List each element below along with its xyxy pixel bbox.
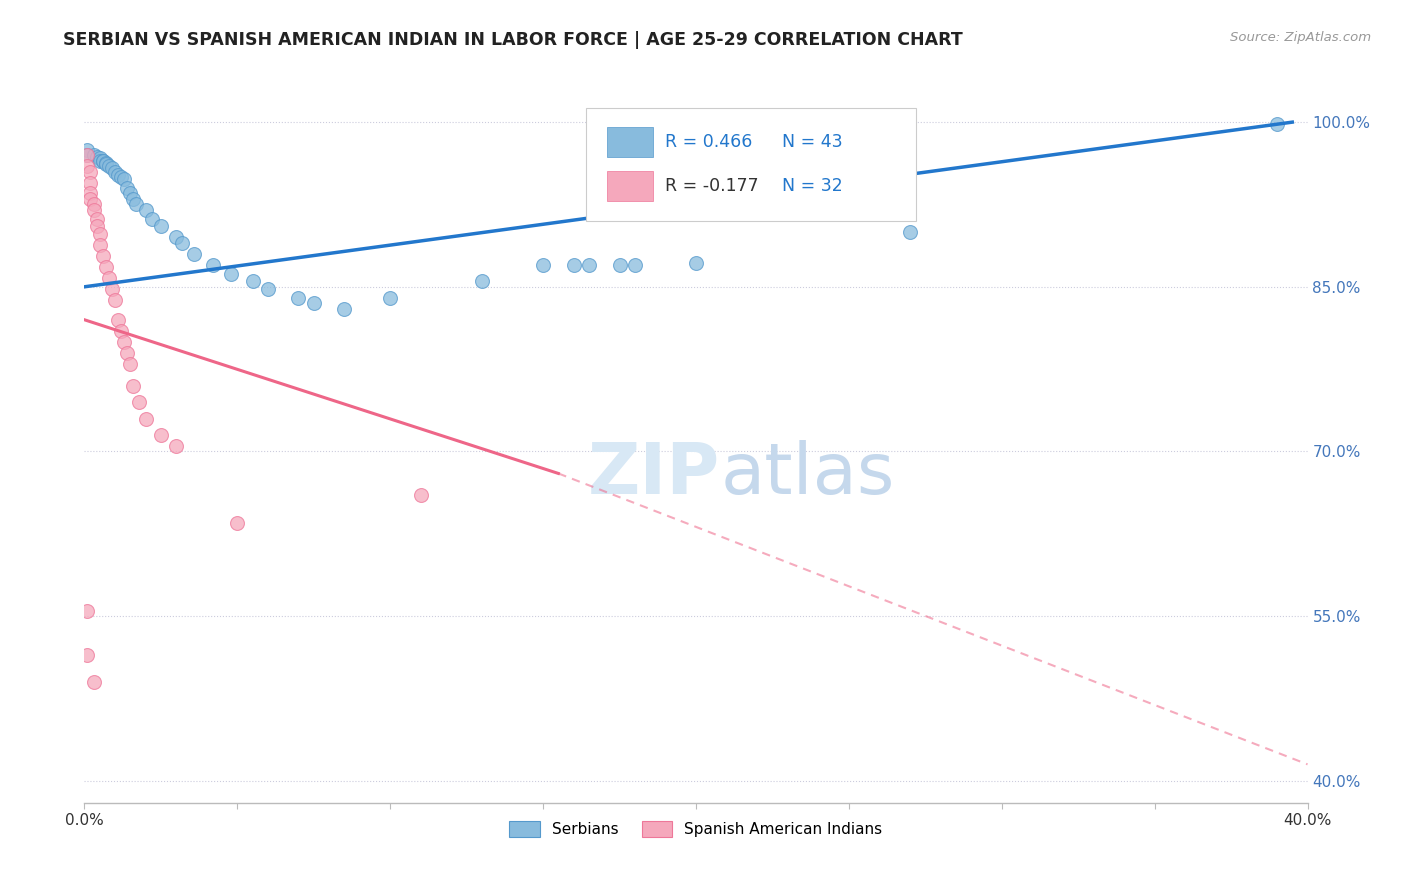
Point: [79, 176, 101, 190]
Point: [685, 255, 707, 269]
Point: [107, 168, 129, 182]
Point: [83, 202, 105, 217]
Point: [122, 378, 145, 392]
Point: [531, 258, 554, 272]
Point: [79, 164, 101, 178]
Point: [83, 675, 105, 690]
Point: [201, 258, 224, 272]
Point: [380, 291, 402, 305]
Point: [898, 225, 921, 239]
Point: [471, 274, 494, 288]
Point: [120, 357, 142, 371]
FancyBboxPatch shape: [586, 109, 917, 221]
Point: [165, 439, 187, 453]
Point: [91, 153, 114, 168]
Point: [172, 235, 194, 250]
Point: [115, 345, 138, 359]
Point: [562, 258, 585, 272]
Point: [125, 197, 148, 211]
Text: N = 32: N = 32: [782, 178, 842, 195]
Point: [91, 249, 114, 263]
Text: Source: ZipAtlas.com: Source: ZipAtlas.com: [1230, 31, 1371, 45]
Point: [76, 604, 98, 618]
Point: [120, 186, 142, 201]
Bar: [606, 171, 654, 202]
Point: [409, 488, 432, 502]
Point: [89, 152, 111, 166]
Point: [91, 153, 114, 168]
Point: [79, 186, 101, 201]
Point: [94, 155, 117, 169]
Point: [76, 143, 98, 157]
Point: [135, 411, 157, 425]
Point: [302, 296, 325, 310]
Text: atlas: atlas: [720, 440, 894, 509]
Point: [112, 334, 135, 349]
Point: [149, 428, 172, 442]
Point: [110, 324, 132, 338]
Point: [149, 219, 172, 234]
Point: [287, 291, 309, 305]
Point: [94, 157, 117, 171]
Point: [97, 271, 120, 285]
Point: [83, 197, 105, 211]
Point: [76, 148, 98, 162]
Point: [1265, 117, 1288, 131]
Point: [89, 227, 111, 241]
Text: R = -0.177: R = -0.177: [665, 178, 759, 195]
Point: [219, 267, 242, 281]
Point: [86, 211, 108, 226]
Point: [76, 159, 98, 173]
Point: [83, 148, 105, 162]
Point: [242, 274, 264, 288]
Point: [101, 282, 124, 296]
Point: [112, 172, 135, 186]
Point: [141, 211, 163, 226]
Point: [101, 161, 124, 176]
Legend: Serbians, Spanish American Indians: Serbians, Spanish American Indians: [502, 814, 890, 845]
Point: [94, 260, 117, 274]
Point: [578, 258, 600, 272]
Point: [609, 258, 631, 272]
Point: [624, 258, 647, 272]
Point: [89, 238, 111, 252]
Point: [104, 164, 127, 178]
Point: [165, 230, 187, 244]
Text: SERBIAN VS SPANISH AMERICAN INDIAN IN LABOR FORCE | AGE 25-29 CORRELATION CHART: SERBIAN VS SPANISH AMERICAN INDIAN IN LA…: [63, 31, 963, 49]
Point: [107, 312, 129, 326]
Point: [89, 153, 111, 168]
Point: [128, 395, 150, 409]
Bar: [606, 127, 654, 157]
Text: ZIP: ZIP: [588, 440, 720, 509]
Point: [226, 516, 249, 530]
Point: [110, 169, 132, 184]
Point: [183, 247, 205, 261]
Point: [76, 648, 98, 662]
Point: [86, 219, 108, 234]
Point: [257, 282, 280, 296]
Point: [135, 202, 157, 217]
Point: [104, 293, 127, 307]
Text: R = 0.466: R = 0.466: [665, 133, 752, 151]
Point: [76, 148, 98, 162]
Text: N = 43: N = 43: [782, 133, 842, 151]
Point: [122, 192, 145, 206]
Point: [115, 181, 138, 195]
Point: [333, 301, 356, 316]
Point: [97, 159, 120, 173]
Point: [86, 150, 108, 164]
Point: [79, 192, 101, 206]
